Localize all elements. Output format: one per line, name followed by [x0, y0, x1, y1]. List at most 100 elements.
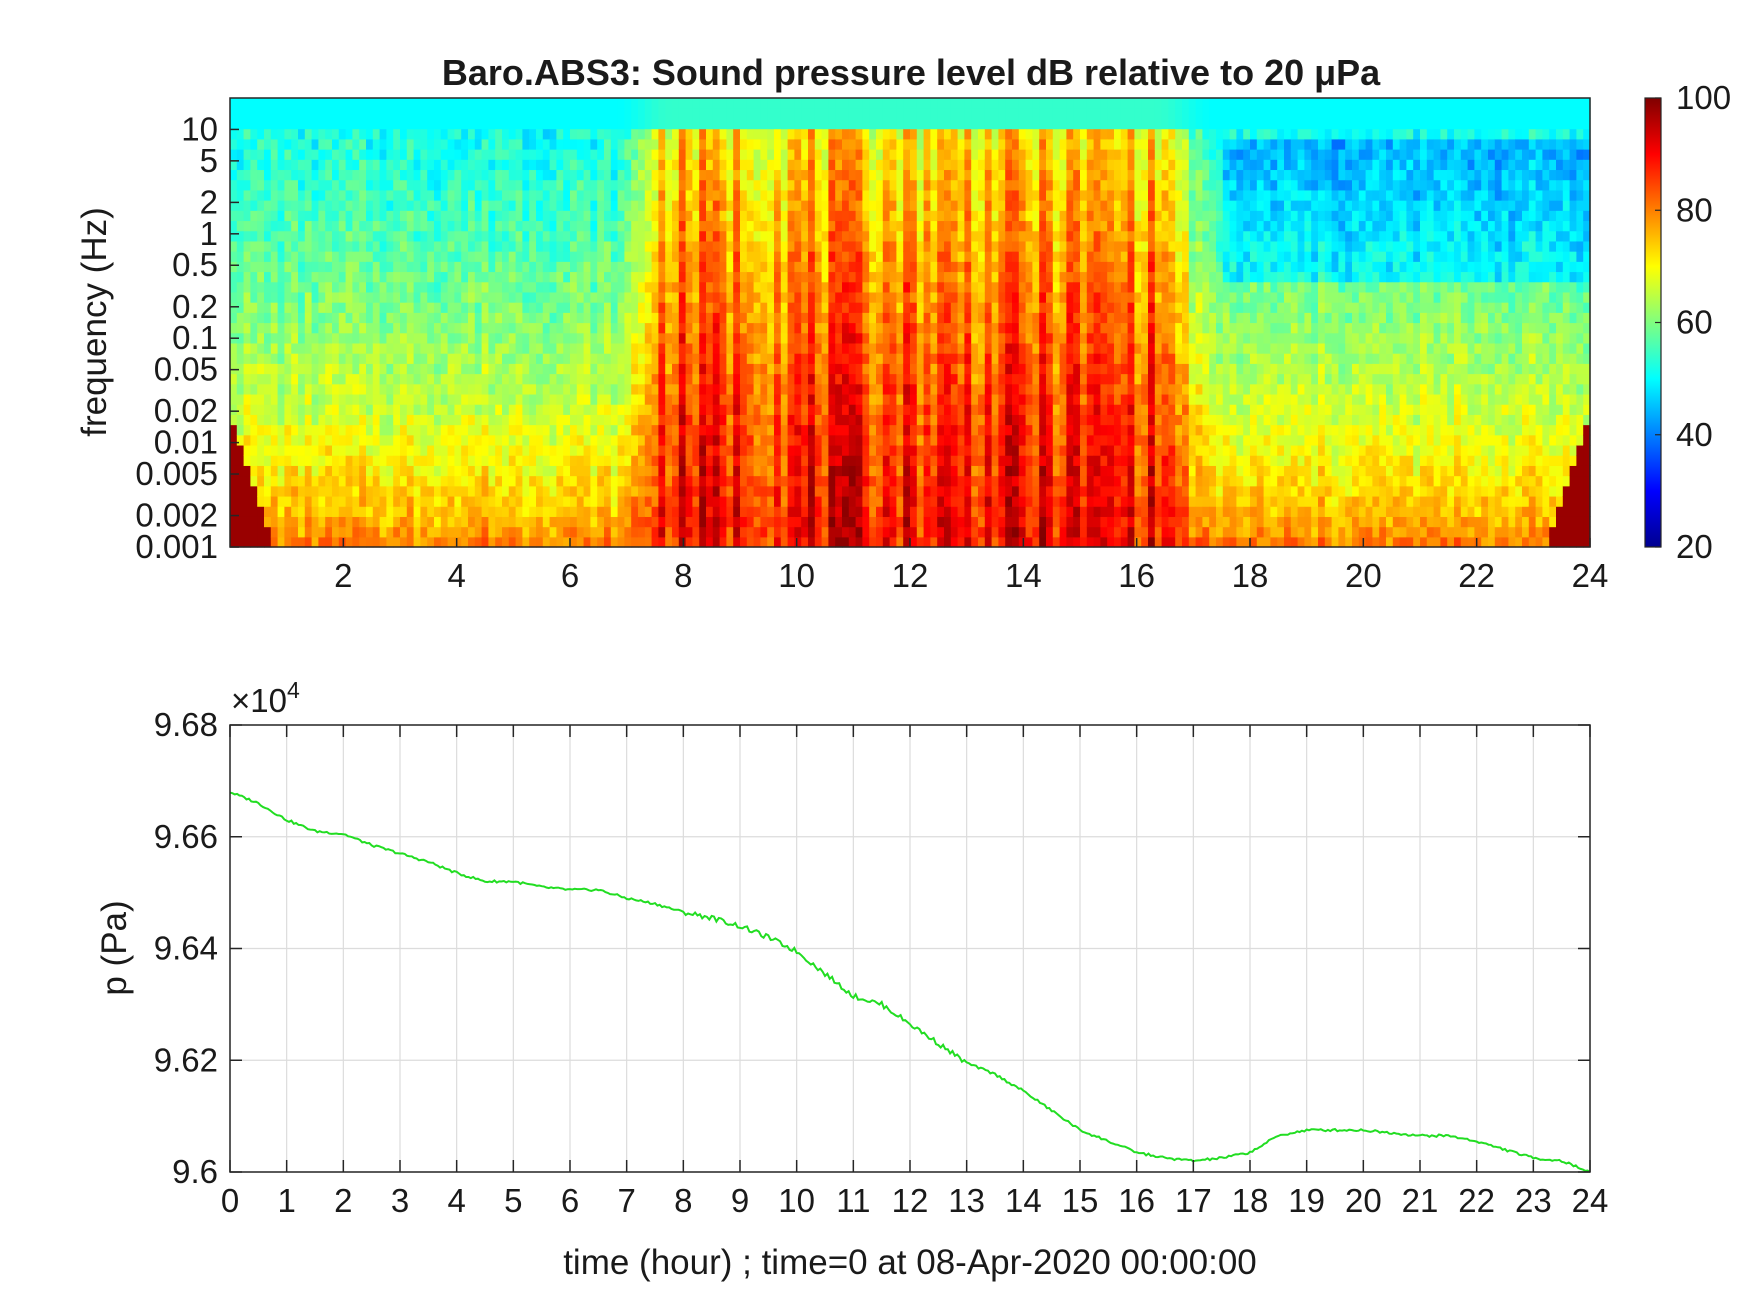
heatmap-cell	[270, 128, 279, 140]
heatmap-cell	[264, 404, 272, 415]
heatmap-cell	[950, 434, 959, 446]
heatmap-cell	[794, 353, 802, 364]
heatmap-cell	[733, 444, 741, 456]
heatmap-cell	[536, 128, 544, 140]
heatmap-cell	[488, 526, 496, 538]
heatmap-cell	[372, 312, 381, 324]
heatmap-cell	[495, 291, 503, 303]
heatmap-cell	[563, 444, 571, 456]
heatmap-cell	[644, 424, 653, 436]
heatmap-cell	[372, 261, 381, 273]
heatmap-cell	[495, 230, 503, 242]
heatmap-cell	[583, 353, 591, 364]
heatmap-cell	[366, 210, 374, 222]
heatmap-cell	[508, 404, 517, 415]
heatmap-cell	[753, 98, 761, 109]
heatmap-cell	[978, 536, 986, 548]
heatmap-cell	[964, 302, 972, 313]
heatmap-cell	[515, 475, 523, 487]
heatmap-cell	[311, 526, 319, 538]
heatmap-cell	[971, 475, 979, 487]
heatmap-cell	[345, 291, 353, 303]
heatmap-cell	[359, 210, 367, 222]
heatmap-cell	[257, 424, 265, 436]
heatmap-cell	[651, 200, 659, 211]
heatmap-cell	[780, 200, 789, 211]
heatmap-cell	[916, 230, 925, 242]
heatmap-cell	[549, 536, 557, 548]
heatmap-cell	[420, 302, 428, 313]
heatmap-cell	[372, 149, 381, 160]
heatmap-cell	[277, 353, 285, 364]
heatmap-cell	[597, 495, 605, 507]
heatmap-cell	[787, 475, 795, 487]
heatmap-cell	[318, 353, 326, 364]
heatmap-cell	[916, 179, 925, 191]
heatmap-cell	[753, 485, 761, 497]
heatmap-cell	[814, 271, 823, 283]
heatmap-cell	[590, 506, 598, 517]
heatmap-cell	[719, 281, 727, 293]
heatmap-cell	[882, 506, 891, 517]
heatmap-cell	[393, 169, 401, 181]
heatmap-cell	[644, 291, 653, 303]
heatmap-cell	[984, 200, 993, 211]
heatmap-cell	[678, 210, 687, 222]
heatmap-cell	[774, 434, 782, 446]
heatmap-cell	[515, 251, 523, 262]
heatmap-cell	[230, 506, 238, 517]
heatmap-cell	[604, 332, 612, 344]
heatmap-cell	[230, 393, 238, 405]
heatmap-cell	[400, 220, 408, 232]
heatmap-cell	[386, 536, 394, 548]
heatmap-cell	[311, 179, 319, 191]
heatmap-cell	[712, 312, 721, 324]
heatmap-cell	[393, 424, 401, 436]
heatmap-cell	[638, 536, 646, 548]
heatmap-cell	[474, 159, 483, 171]
heatmap-cell	[440, 138, 449, 150]
heatmap-cell	[746, 414, 755, 426]
heatmap-cell	[590, 128, 598, 140]
heatmap-cell	[400, 312, 408, 324]
heatmap-cell	[359, 251, 367, 262]
heatmap-cell	[529, 373, 537, 385]
heatmap-cell	[780, 536, 789, 548]
heatmap-cell	[828, 108, 836, 119]
heatmap-cell	[624, 159, 632, 171]
heatmap-cell	[338, 363, 347, 375]
heatmap-cell	[372, 526, 381, 538]
heatmap-cell	[474, 261, 483, 273]
heatmap-cell	[842, 485, 850, 497]
heatmap-cell	[896, 251, 904, 262]
heatmap-cell	[753, 149, 761, 160]
heatmap-cell	[631, 404, 639, 415]
heatmap-cell	[515, 159, 523, 171]
heatmap-cell	[243, 189, 251, 201]
heatmap-cell	[461, 220, 469, 232]
heatmap-cell	[461, 240, 469, 252]
heatmap-cell	[236, 281, 245, 293]
heatmap-cell	[842, 159, 850, 171]
heatmap-cell	[277, 271, 285, 283]
heatmap-cell	[311, 271, 319, 283]
heatmap-cell	[454, 118, 462, 130]
heatmap-cell	[522, 220, 530, 232]
heatmap-cell	[855, 312, 863, 324]
heatmap-cell	[746, 373, 755, 385]
heatmap-cell	[889, 393, 897, 405]
heatmap-cell	[481, 98, 489, 109]
heatmap-cell	[957, 261, 965, 273]
heatmap-cell	[563, 128, 571, 140]
heatmap-cell	[753, 363, 761, 375]
heatmap-cell	[468, 322, 476, 334]
heatmap-cell	[604, 485, 612, 497]
heatmap-cell	[461, 506, 469, 517]
heatmap-cell	[610, 495, 619, 507]
heatmap-cell	[481, 291, 489, 303]
heatmap-cell	[536, 383, 544, 395]
heatmap-cell	[774, 455, 782, 466]
heatmap-cell	[957, 230, 965, 242]
heatmap-cell	[978, 149, 986, 160]
heatmap-cell	[590, 444, 598, 456]
